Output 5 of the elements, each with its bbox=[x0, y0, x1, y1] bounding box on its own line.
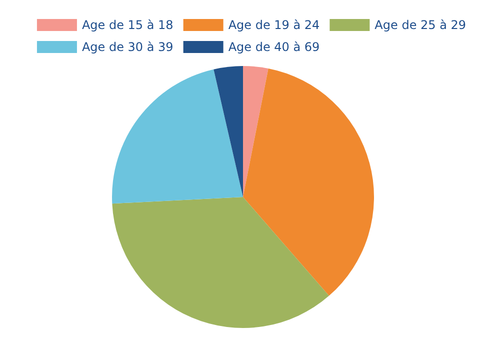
legend-label: Age de 40 à 69 bbox=[228, 40, 320, 54]
legend-label: Age de 19 à 24 bbox=[228, 18, 320, 32]
legend-label: Age de 25 à 29 bbox=[374, 18, 466, 32]
legend-label: Age de 15 à 18 bbox=[82, 18, 174, 32]
legend-label: Age de 30 à 39 bbox=[82, 40, 174, 54]
